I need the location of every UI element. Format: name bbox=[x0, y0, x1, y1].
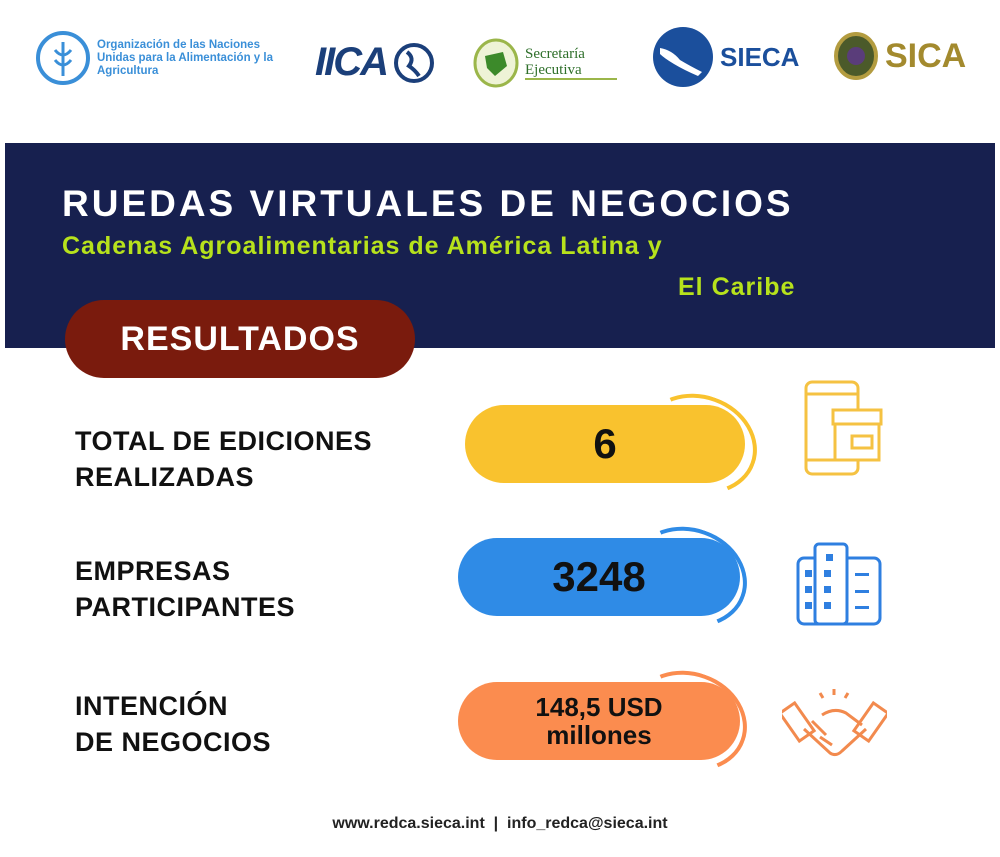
central-america-map-icon bbox=[653, 27, 713, 87]
globe-icon bbox=[394, 42, 434, 83]
stat-label-companies: EMPRESAS PARTICIPANTES bbox=[75, 553, 295, 625]
seal-icon bbox=[473, 38, 519, 88]
sieca-text: SIECA bbox=[720, 41, 800, 72]
fao-name: Organización de las Naciones Unidas para… bbox=[97, 38, 273, 77]
secretaria-text: Secretaría Ejecutiva bbox=[525, 46, 617, 80]
results-badge: RESULTADOS bbox=[65, 300, 415, 378]
label-line: REALIZADAS bbox=[75, 462, 254, 492]
handshake-icon bbox=[782, 689, 887, 757]
footer-separator: | bbox=[493, 815, 499, 832]
fao-emblem-icon bbox=[36, 31, 90, 85]
value-line: 148,5 USD bbox=[535, 692, 663, 722]
building-icon bbox=[796, 542, 882, 626]
sica-text: SICA bbox=[885, 36, 967, 75]
fao-logo: Organización de las Naciones Unidas para… bbox=[35, 30, 282, 86]
label-line: INTENCIÓN bbox=[75, 691, 228, 721]
website-link[interactable]: www.redca.sieca.int bbox=[332, 815, 485, 832]
value-line: millones bbox=[546, 720, 652, 750]
label-line: PARTICIPANTES bbox=[75, 592, 296, 622]
iica-logo: IICA bbox=[315, 40, 435, 85]
sica-emblem-icon bbox=[834, 32, 878, 80]
stat-value-companies: 3248 bbox=[458, 538, 740, 616]
stat-value-business-intent: 148,5 USD millones bbox=[458, 682, 740, 760]
label-line: EMPRESAS bbox=[75, 556, 231, 586]
mobile-store-icon bbox=[804, 380, 883, 476]
sica-logo: SICA bbox=[833, 30, 966, 82]
banner-title: RUEDAS VIRTUALES DE NEGOCIOS bbox=[62, 183, 794, 224]
sieca-logo: SIECA bbox=[652, 26, 799, 88]
label-line: DE NEGOCIOS bbox=[75, 727, 272, 757]
stat-label-editions: TOTAL DE EDICIONES REALIZADAS bbox=[75, 423, 372, 495]
email-link[interactable]: info_redca@sieca.int bbox=[507, 815, 668, 832]
stat-value-editions: 6 bbox=[465, 405, 745, 483]
banner-subtitle-line2: El Caribe bbox=[678, 273, 796, 301]
iica-text: IICA bbox=[315, 40, 389, 84]
footer: www.redca.sieca.int | info_redca@sieca.i… bbox=[0, 815, 1000, 833]
banner-subtitle-line1: Cadenas Agroalimentarias de América Lati… bbox=[62, 232, 663, 260]
stat-label-business-intent: INTENCIÓN DE NEGOCIOS bbox=[75, 688, 271, 760]
secretaria-logo: Secretaría Ejecutiva bbox=[473, 38, 617, 88]
label-line: TOTAL DE EDICIONES bbox=[75, 426, 373, 456]
